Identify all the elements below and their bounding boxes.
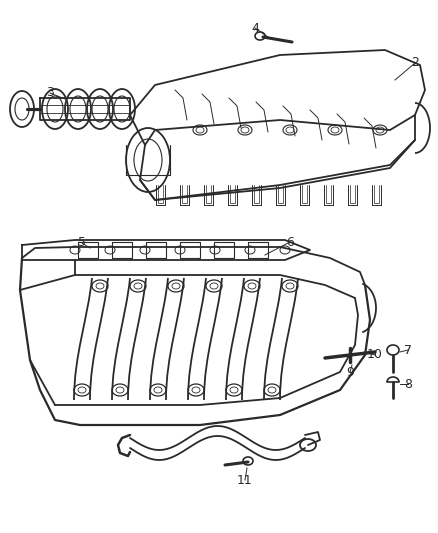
Text: 6: 6	[286, 236, 294, 248]
Text: 10: 10	[367, 349, 383, 361]
Text: 3: 3	[46, 86, 54, 100]
Text: 2: 2	[411, 56, 419, 69]
Text: 8: 8	[404, 377, 412, 391]
Text: 5: 5	[78, 237, 86, 249]
Text: 9: 9	[346, 366, 354, 378]
Text: 11: 11	[237, 473, 253, 487]
Text: 7: 7	[404, 343, 412, 357]
Text: 4: 4	[251, 21, 259, 35]
